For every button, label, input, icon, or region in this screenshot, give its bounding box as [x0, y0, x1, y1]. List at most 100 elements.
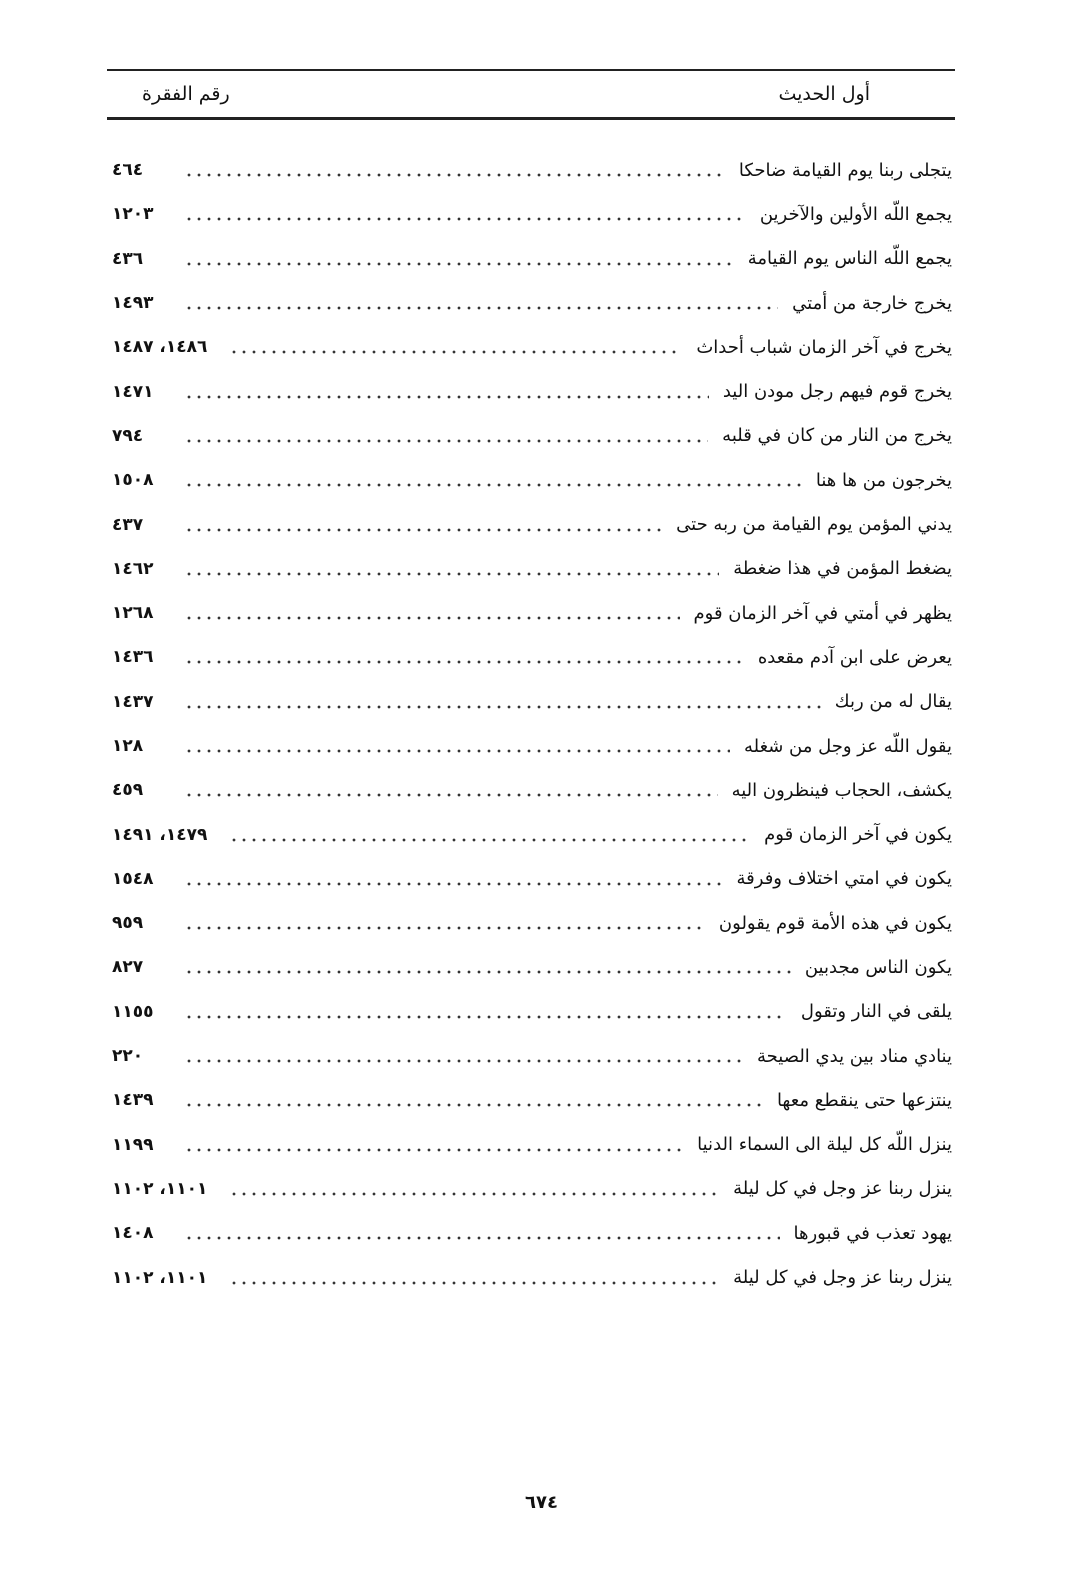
dot-leader	[184, 1102, 763, 1109]
entry-number: ٤٣٧	[112, 514, 144, 535]
dot-leader	[184, 437, 709, 444]
dot-leader	[229, 349, 683, 356]
entry-number: ١١٠١، ١١٠٢	[112, 1178, 208, 1199]
dot-leader	[184, 925, 705, 932]
dot-leader	[229, 836, 751, 843]
index-entry: يخرجون من ها هنا ١٥٠٨	[112, 458, 952, 502]
index-entry: يكون الناس مجدبين ٨٢٧	[112, 945, 952, 989]
entry-number: ٩٥٩	[112, 913, 144, 934]
entry-number: ٤٣٦	[112, 248, 144, 269]
header-hadith-start: أول الحديث	[778, 83, 870, 105]
index-entry: يقول اللّه عز وجل من شغله ١٢٨	[112, 724, 952, 768]
index-list: يتجلى ربنا يوم القيامة ضاحكا ٤٦٤ يجمع اللّ…	[112, 148, 952, 1300]
index-entry: يلقى في النار وتقول ١١٥٥	[112, 990, 952, 1034]
entry-text: يكون في آخر الزمان قوم	[764, 824, 952, 846]
entry-text: يظهر في أمتي في آخر الزمان قوم	[693, 602, 953, 624]
index-entry: ينادي مناد بين يدي الصيحة ٢٢٠	[112, 1034, 952, 1078]
entry-number: ١٢٦٨	[112, 603, 154, 624]
entry-text: يخرج قوم فيهم رجل مودن اليد	[722, 381, 952, 403]
entry-number: ١٤٩٣	[112, 293, 154, 314]
index-entry: يخرج خارجة من أمتي ١٤٩٣	[112, 281, 952, 325]
index-entry: ينزل اللّه كل ليلة الى السماء الدنيا ١١٩٩	[112, 1123, 952, 1167]
entry-text: يجمع اللّه الأولين والآخرين	[759, 203, 952, 225]
entry-text: يهود تعذب في قبورها	[793, 1222, 952, 1244]
index-entry: يكون في امتي اختلاف وفرقة ١٥٤٨	[112, 857, 952, 901]
entry-text: يخرج في آخر الزمان شباب أحداث	[696, 336, 952, 358]
entry-text: يكون في امتي اختلاف وفرقة	[736, 868, 952, 890]
index-entry: ينتزعها حتى ينقطع معها ١٤٣٩	[112, 1078, 952, 1122]
entry-number: ١١٩٩	[112, 1134, 154, 1155]
index-entry: يضغط المؤمن في هذا ضغطة ١٤٦٢	[112, 547, 952, 591]
dot-leader	[229, 1279, 720, 1286]
dot-leader	[184, 393, 709, 400]
entry-text: يكشف، الحجاب فينظرون اليه	[731, 779, 952, 801]
entry-number: ١٤٦٢	[112, 558, 154, 579]
index-entry: يعرض على ابن آدم مقعده ١٤٣٦	[112, 635, 952, 679]
dot-leader	[184, 1058, 744, 1065]
index-entry: يخرج في آخر الزمان شباب أحداث ١٤٨٦، ١٤٨٧	[112, 325, 952, 369]
dot-leader	[184, 482, 802, 489]
entry-number: ١١٠١، ١١٠٢	[112, 1267, 208, 1288]
entry-text: ينزل ربنا عز وجل في كل ليلة	[733, 1178, 952, 1200]
dot-leader	[184, 880, 723, 887]
dot-leader	[184, 260, 734, 267]
index-entry: يجمع اللّه الناس يوم القيامة ٤٣٦	[112, 237, 952, 281]
dot-leader	[229, 1190, 720, 1197]
dot-leader	[184, 305, 779, 312]
index-entry: يهود تعذب في قبورها ١٤٠٨	[112, 1211, 952, 1255]
index-entry: ينزل ربنا عز وجل في كل ليلة ١١٠١، ١١٠٢	[112, 1167, 952, 1211]
entry-number: ٤٥٩	[112, 780, 144, 801]
index-entry: يكون في آخر الزمان قوم ١٤٧٩، ١٤٩١	[112, 812, 952, 856]
entry-number: ١٢٨	[112, 736, 144, 756]
entry-text: يكون في هذه الأمة قوم يقولون	[718, 912, 952, 934]
index-entry: يدني المؤمن يوم القيامة من ربه حتى ٤٣٧	[112, 502, 952, 546]
index-entry: يتجلى ربنا يوم القيامة ضاحكا ٤٦٤	[112, 148, 952, 192]
entry-text: ينتزعها حتى ينقطع معها	[776, 1089, 952, 1111]
entry-text: يجمع اللّه الناس يوم القيامة	[747, 248, 952, 270]
dot-leader	[184, 615, 680, 622]
index-entry: يظهر في أمتي في آخر الزمان قوم ١٢٦٨	[112, 591, 952, 635]
dot-leader	[184, 969, 791, 976]
entry-text: يضغط المؤمن في هذا ضغطة	[733, 558, 952, 580]
dot-leader	[184, 748, 730, 754]
dot-leader	[184, 216, 746, 223]
entry-number: ١٤٨٦، ١٤٨٧	[112, 337, 208, 358]
index-entry: يخرج من النار من كان في قلبه ٧٩٤	[112, 414, 952, 458]
entry-text: ينزل ربنا عز وجل في كل ليلة	[733, 1267, 952, 1289]
entry-text: ينادي مناد بين يدي الصيحة	[757, 1045, 952, 1067]
entry-number: ٢٢٠	[112, 1046, 144, 1067]
entry-number: ١٤٧٩، ١٤٩١	[112, 824, 208, 845]
entry-text: يقال له من ربك	[834, 691, 952, 713]
entry-number: ١٤٣٦	[112, 647, 154, 668]
entry-number: ١٤٠٨	[112, 1223, 154, 1244]
index-entry: يجمع اللّه الأولين والآخرين ١٢٠٣	[112, 192, 952, 236]
dot-leader	[184, 172, 725, 179]
entry-number: ١٥٤٨	[112, 868, 154, 889]
dot-leader	[184, 1146, 684, 1153]
dot-leader	[184, 570, 720, 577]
entry-number: ٧٩٤	[112, 425, 144, 446]
index-entry: يخرج قوم فيهم رجل مودن اليد ١٤٧١	[112, 369, 952, 413]
entry-number: ١٢٠٣	[112, 204, 154, 225]
entry-text: يتجلى ربنا يوم القيامة ضاحكا	[738, 159, 952, 181]
entry-number: ١٥٠٨	[112, 470, 154, 491]
entry-text: يخرجون من ها هنا	[815, 469, 952, 491]
entry-text: يكون الناس مجدبين	[804, 956, 952, 978]
entry-number: ١١٥٥	[112, 1001, 154, 1022]
entry-number: ٨٢٧	[112, 957, 144, 978]
entry-number: ١٤٣٧	[112, 691, 154, 712]
entry-text: ينزل اللّه كل ليلة الى السماء الدنيا	[697, 1134, 952, 1156]
entry-number: ١٤٣٩	[112, 1090, 154, 1111]
header-top-rule	[107, 69, 955, 71]
dot-leader	[184, 659, 744, 666]
header-paragraph-number: رقم الفقرة	[142, 83, 230, 105]
table-header: أول الحديث رقم الفقرة	[107, 74, 955, 114]
header-bottom-rule	[107, 117, 955, 120]
entry-text: يعرض على ابن آدم مقعده	[757, 646, 952, 668]
entry-number: ١٤٧١	[112, 381, 154, 402]
index-entry: يقال له من ربك ١٤٣٧	[112, 680, 952, 724]
entry-text: يلقى في النار وتقول	[800, 1001, 952, 1023]
index-entry: يكون في هذه الأمة قوم يقولون ٩٥٩	[112, 901, 952, 945]
dot-leader	[184, 526, 663, 533]
entry-text: يخرج من النار من كان في قلبه	[722, 425, 952, 447]
